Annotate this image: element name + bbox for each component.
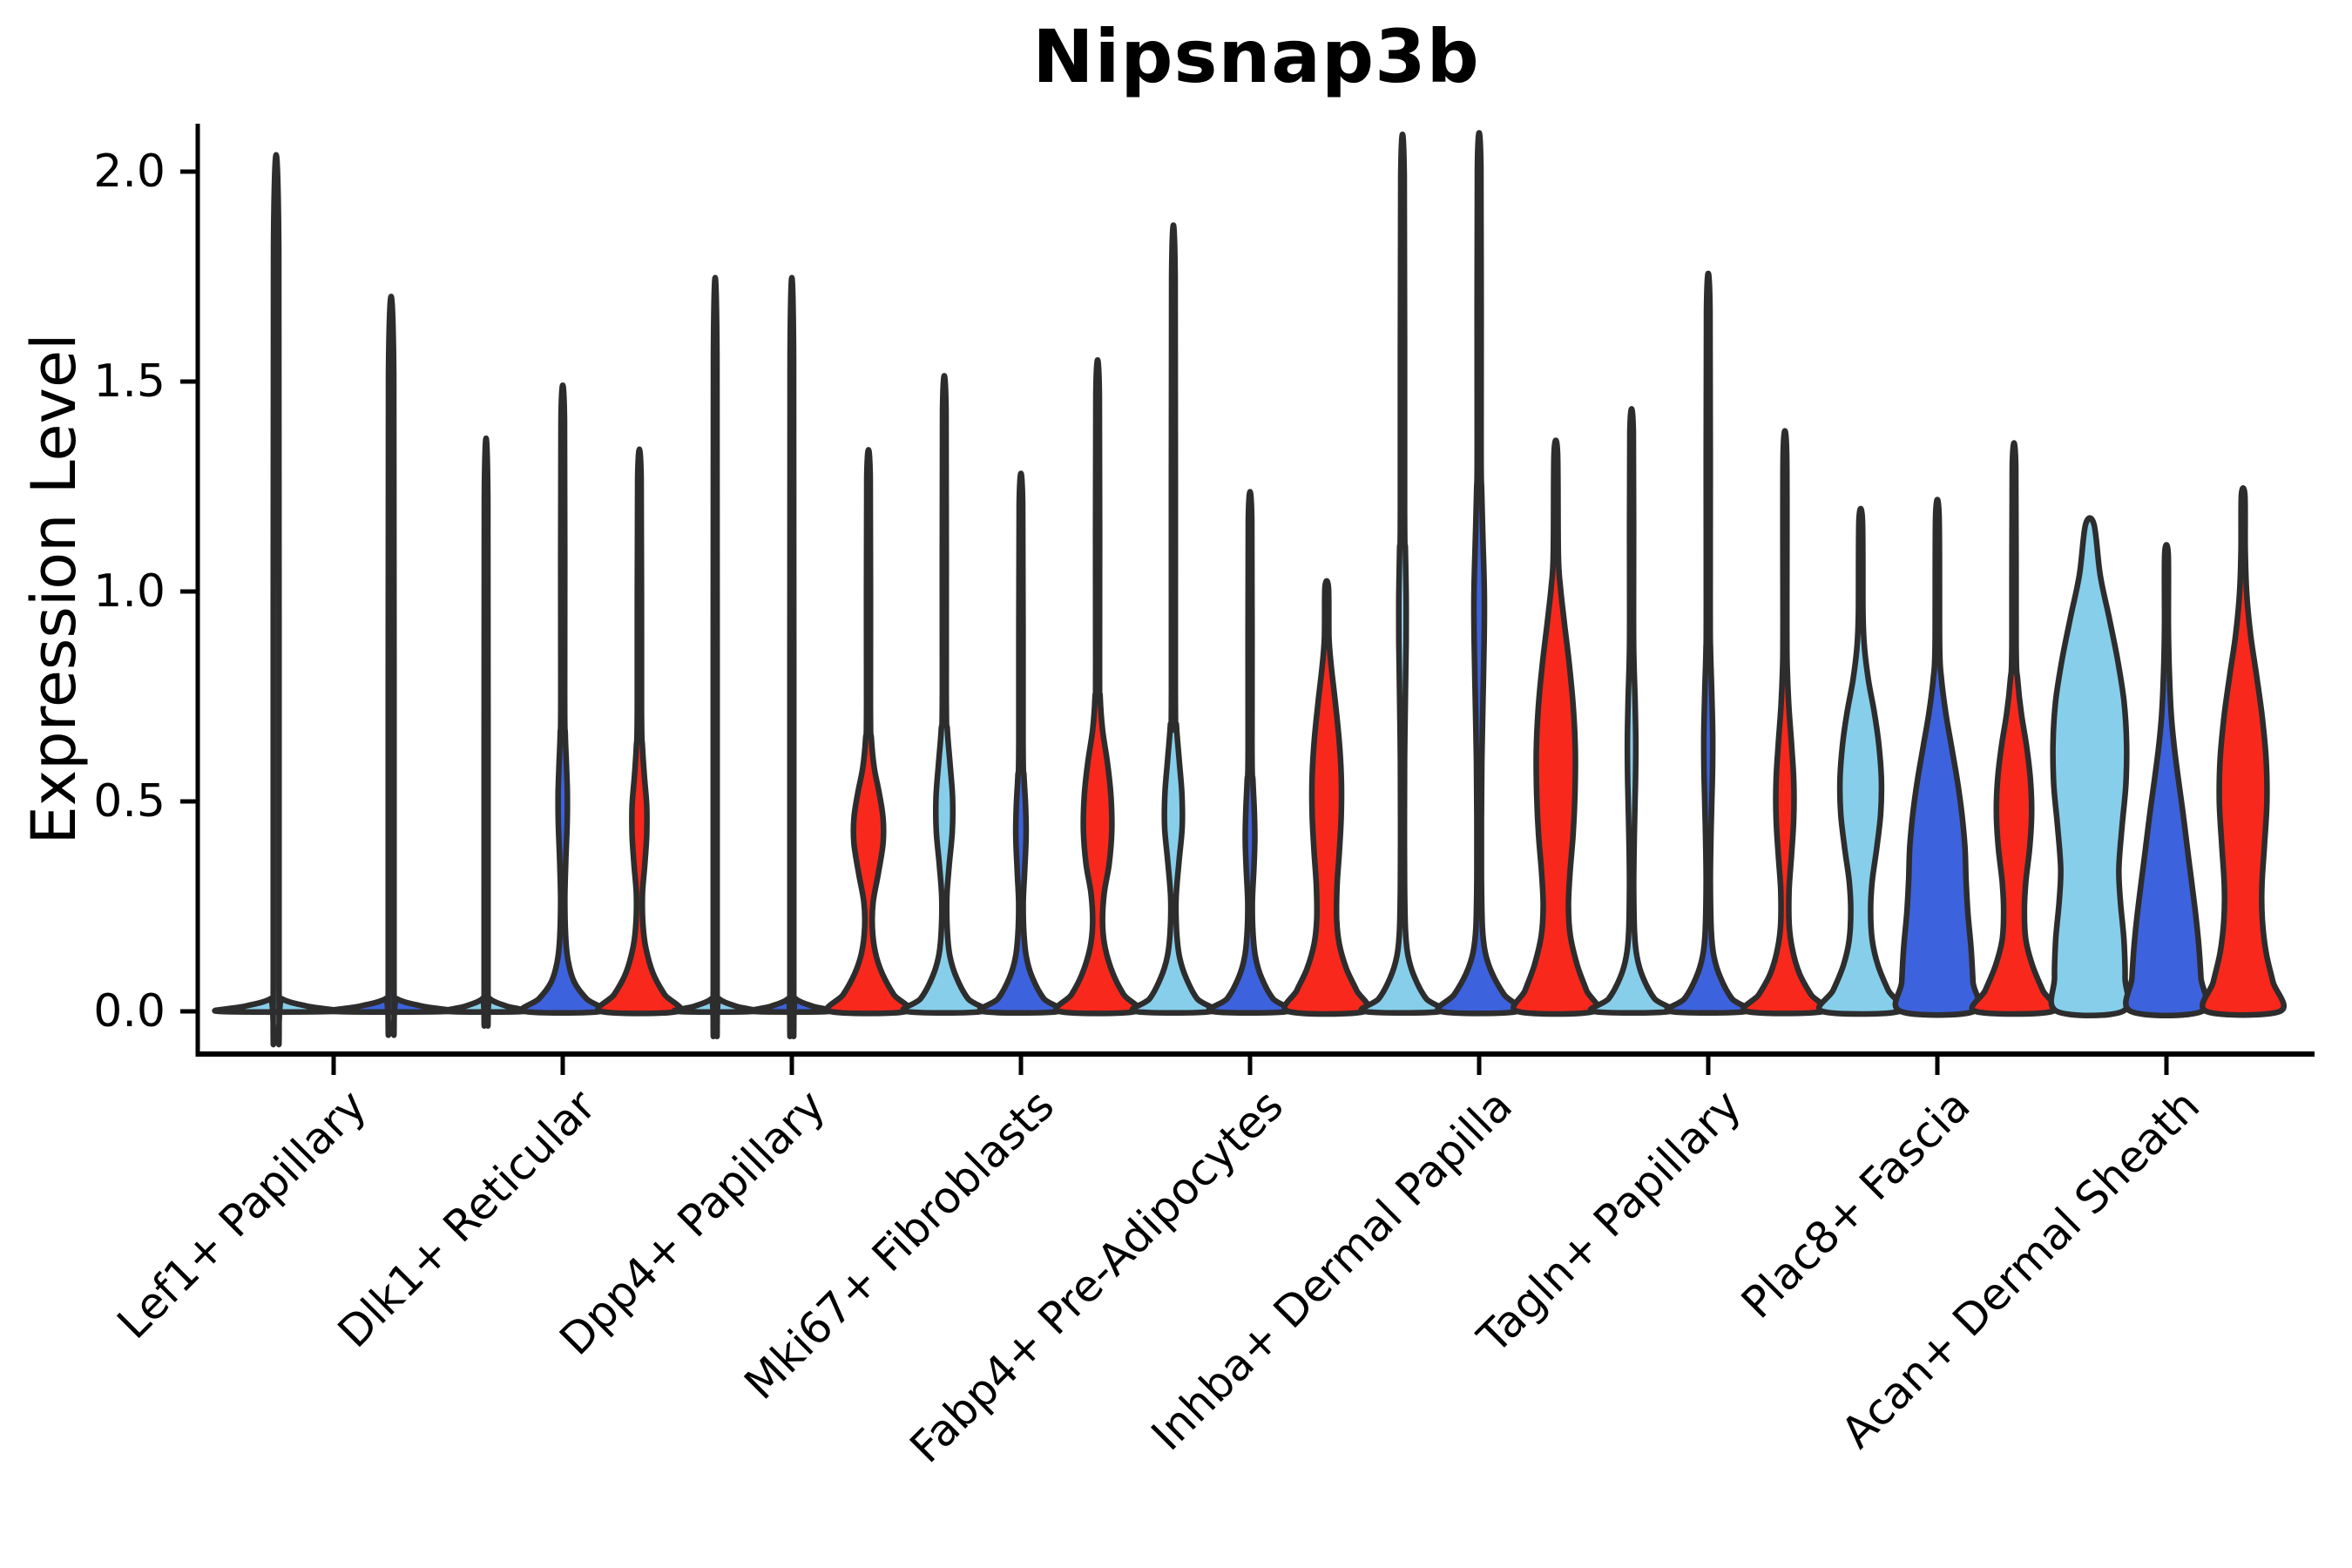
violin-inhba-dermal-papilla-split_1 [1358, 132, 1447, 1017]
violin-lef1-papillary-split_2 [327, 294, 456, 1038]
violin-acan-dermal-sheath-split_1 [2048, 515, 2132, 1018]
violin-tagln-papillary-split_3 [1740, 428, 1829, 1017]
violin-mki67-fibroblasts-split_1 [900, 373, 989, 1017]
violin-acan-dermal-sheath-split_3 [2200, 485, 2287, 1018]
violin-dpp4-papillary-split_3 [824, 447, 913, 1017]
violin-plac8-fascia-split_2 [1892, 497, 1983, 1018]
violin-mki67-fibroblasts-split_3 [1053, 357, 1142, 1017]
violin-dlk1-reticular-split_1 [443, 435, 530, 1029]
violin-dlk1-reticular-split_3 [595, 446, 684, 1017]
violin-dlk1-reticular-split_2 [518, 382, 607, 1017]
violin-tagln-papillary-split_1 [1587, 406, 1676, 1017]
chart-title: Nipsnap3b [1032, 14, 1480, 99]
violin-dpp4-papillary-split_1 [672, 274, 759, 1039]
violin-fabp4-pre-adipocytes-split_3 [1281, 578, 1372, 1017]
violin-inhba-dermal-papilla-split_3 [1511, 437, 1601, 1017]
y-tick-label: 1.0 [93, 565, 166, 618]
violin-fabp4-pre-adipocytes-split_1 [1129, 222, 1218, 1017]
violin-inhba-dermal-papilla-split_2 [1435, 130, 1524, 1017]
violin-fabp4-pre-adipocytes-split_2 [1206, 489, 1294, 1017]
y-tick-label: 0.0 [93, 985, 166, 1037]
violin-acan-dermal-sheath-split_2 [2123, 542, 2210, 1019]
y-tick-label: 2.0 [93, 145, 166, 198]
violin-tagln-papillary-split_2 [1664, 270, 1753, 1017]
violin-mki67-fibroblasts-split_2 [977, 470, 1065, 1017]
y-tick-label: 0.5 [93, 775, 166, 828]
violin-plac8-fascia-split_3 [1969, 440, 2059, 1017]
violin-dpp4-papillary-split_2 [748, 274, 835, 1039]
y-tick-label: 1.5 [93, 355, 166, 408]
violin-lef1-papillary-split_1 [212, 152, 341, 1048]
violin-plac8-fascia-split_1 [1815, 505, 1906, 1017]
